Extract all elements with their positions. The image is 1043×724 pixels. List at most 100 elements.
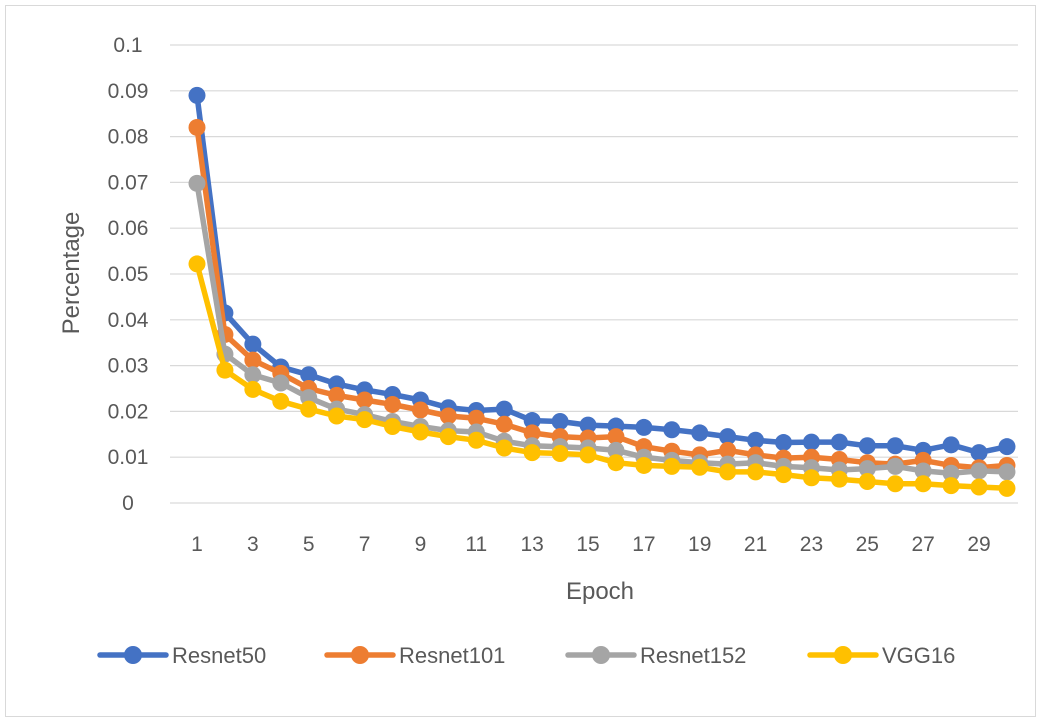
legend-item-vgg16: VGG16 (807, 643, 955, 668)
data-point-resnet101 (467, 409, 485, 427)
data-point-resnet50 (942, 436, 960, 454)
y-tick-label: 0.04 (108, 309, 149, 332)
data-point-resnet101 (495, 415, 513, 433)
data-point-resnet50 (998, 438, 1016, 456)
data-point-resnet50 (551, 412, 569, 430)
x-tick-label: 13 (520, 533, 543, 556)
series-line-resnet152 (194, 180, 1010, 476)
data-point-vgg16 (635, 456, 653, 474)
data-point-vgg16 (523, 444, 541, 462)
data-point-resnet50 (244, 335, 262, 353)
x-tick-label: 1 (191, 533, 203, 556)
data-point-resnet152 (886, 457, 904, 475)
legend-label-resnet50: Resnet50 (172, 643, 266, 668)
data-point-vgg16 (691, 458, 709, 476)
data-point-resnet101 (439, 407, 457, 425)
legend-marker-resnet50 (124, 646, 142, 664)
series-vgg16 (188, 255, 1016, 497)
x-tick-label: 3 (247, 533, 259, 556)
x-tick-label: 15 (576, 533, 599, 556)
y-axis-title: Percentage (58, 212, 85, 335)
y-tick-label: 0.07 (108, 171, 149, 194)
x-tick-label: 19 (688, 533, 711, 556)
data-point-resnet101 (719, 441, 737, 459)
data-point-resnet152 (942, 464, 960, 482)
data-point-vgg16 (328, 407, 346, 425)
y-tick-label: 0.03 (108, 355, 149, 378)
series-line-resnet101 (194, 124, 1010, 471)
legend-marker-resnet152 (592, 646, 610, 664)
data-point-resnet101 (188, 118, 206, 136)
data-point-vgg16 (244, 380, 262, 398)
data-point-vgg16 (300, 400, 318, 418)
legend-marker-resnet101 (351, 646, 369, 664)
data-point-resnet50 (188, 86, 206, 104)
data-point-vgg16 (830, 470, 848, 488)
data-point-vgg16 (914, 475, 932, 493)
data-point-vgg16 (495, 439, 513, 457)
series-layer (188, 86, 1016, 497)
data-point-vgg16 (942, 477, 960, 495)
data-point-vgg16 (998, 479, 1016, 497)
data-point-vgg16 (858, 472, 876, 490)
data-point-resnet50 (775, 434, 793, 452)
x-tick-label: 7 (359, 533, 371, 556)
data-point-resnet152 (607, 441, 625, 459)
y-tick-label: 0 (122, 492, 134, 515)
x-tick-label: 17 (632, 533, 655, 556)
x-axis-tick-labels: 1 3 5 7 9 11 13 15 17 19 21 23 25 27 29 (191, 533, 991, 556)
legend-label-resnet101: Resnet101 (399, 643, 505, 668)
data-point-resnet101 (411, 401, 429, 419)
data-point-vgg16 (272, 392, 290, 410)
data-point-resnet101 (356, 391, 374, 409)
data-point-resnet101 (244, 351, 262, 369)
y-axis-tick-labels: 0 0.01 0.02 0.03 0.04 0.05 0.06 0.07 0.08 0.09 0.1 (108, 34, 149, 515)
data-point-resnet50 (300, 366, 318, 384)
data-point-resnet50 (802, 433, 820, 451)
y-tick-label: 0.09 (108, 80, 149, 103)
y-tick-label: 0.06 (108, 217, 149, 240)
data-point-vgg16 (551, 445, 569, 463)
data-point-resnet50 (523, 412, 541, 430)
data-point-resnet101 (523, 424, 541, 442)
x-tick-label: 25 (856, 533, 879, 556)
data-point-vgg16 (802, 469, 820, 487)
data-point-resnet50 (830, 433, 848, 451)
data-point-vgg16 (188, 255, 206, 273)
x-tick-label: 21 (744, 533, 767, 556)
data-point-resnet50 (495, 400, 513, 418)
data-point-vgg16 (439, 428, 457, 446)
data-point-resnet50 (663, 421, 681, 439)
data-point-resnet152 (970, 462, 988, 480)
legend-item-resnet50: Resnet50 (97, 643, 266, 668)
data-point-vgg16 (719, 463, 737, 481)
x-tick-label: 27 (912, 533, 935, 556)
data-point-resnet50 (691, 424, 709, 442)
data-point-vgg16 (775, 466, 793, 484)
x-tick-label: 23 (800, 533, 823, 556)
y-tick-label: 0.1 (113, 34, 142, 57)
x-tick-label: 11 (465, 533, 487, 556)
data-point-resnet101 (328, 386, 346, 404)
data-point-resnet50 (970, 444, 988, 462)
legend-label-vgg16: VGG16 (882, 643, 955, 668)
data-point-vgg16 (411, 423, 429, 441)
data-point-resnet50 (719, 428, 737, 446)
y-tick-label: 0.05 (108, 263, 149, 286)
legend: Resnet50 Resnet101 Resnet152 VGG16 (97, 643, 955, 668)
data-point-resnet152 (914, 462, 932, 480)
data-point-resnet50 (886, 437, 904, 455)
gridlines (170, 44, 1018, 504)
series-resnet101 (188, 118, 1016, 477)
data-point-vgg16 (356, 411, 374, 429)
legend-item-resnet152: Resnet152 (565, 643, 746, 668)
x-axis-title: Epoch (566, 578, 634, 605)
data-point-vgg16 (607, 454, 625, 472)
legend-item-resnet101: Resnet101 (324, 643, 505, 668)
data-point-vgg16 (216, 361, 234, 379)
data-point-vgg16 (663, 457, 681, 475)
data-point-vgg16 (579, 446, 597, 464)
legend-label-resnet152: Resnet152 (640, 643, 746, 668)
data-point-vgg16 (747, 463, 765, 481)
